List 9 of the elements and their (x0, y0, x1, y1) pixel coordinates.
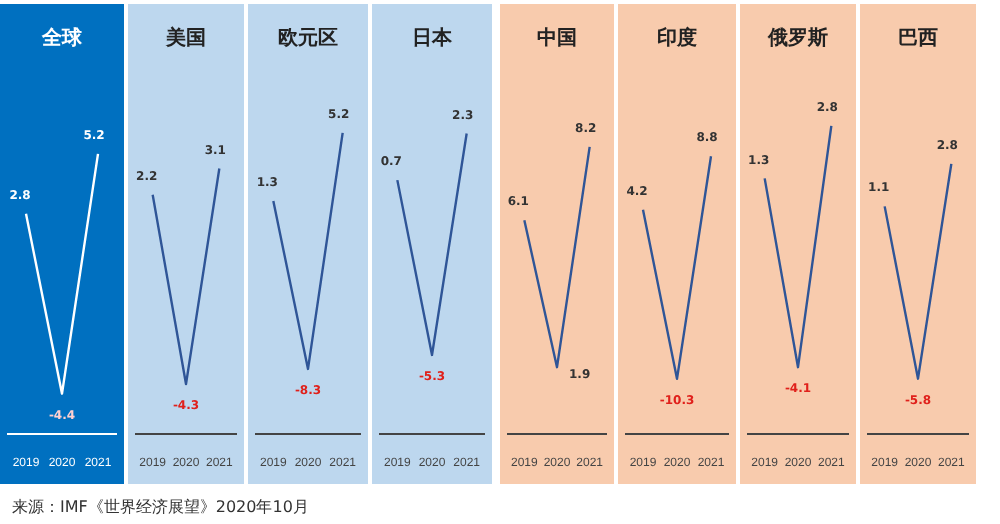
chart-title: 巴西 (896, 26, 940, 52)
source-note: 来源：IMF《世界经济展望》2020年10月 (12, 496, 309, 518)
chart-title: 日本 (410, 25, 454, 52)
chart-title: 欧元区 (276, 26, 340, 52)
chart-title: 印度 (655, 24, 699, 52)
chart-title: 全球 (40, 25, 84, 52)
chart-title: 美国 (164, 24, 208, 52)
chart-title: 俄罗斯 (765, 25, 830, 52)
chart-title: 中国 (535, 25, 579, 52)
